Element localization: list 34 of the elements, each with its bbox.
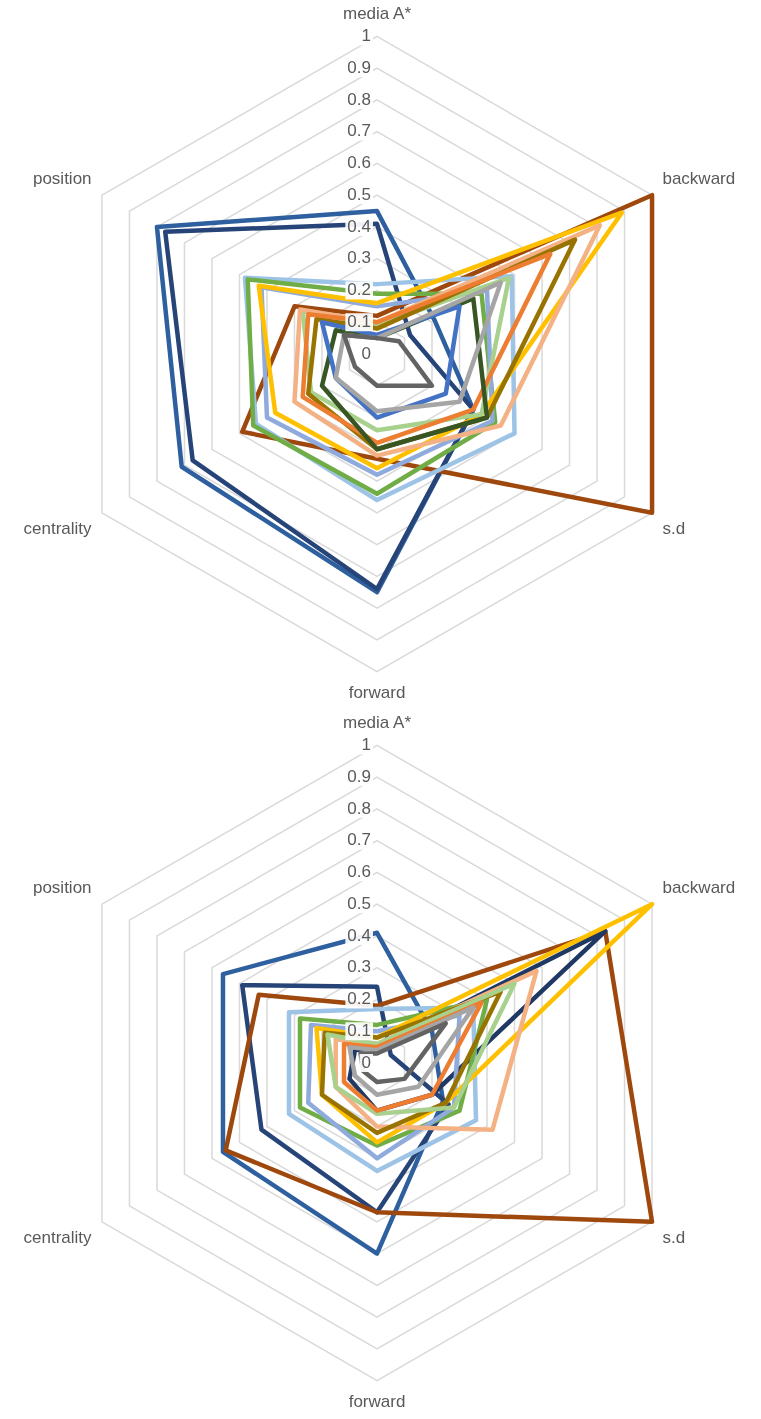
y-tick-label: 0	[361, 343, 371, 363]
y-tick-label: 0.1	[347, 311, 371, 331]
y-tick-label: 1	[361, 26, 371, 46]
y-tick-label: 0.4	[347, 925, 371, 945]
spoke-label: centrality	[23, 518, 93, 538]
spoke-label: s.d	[662, 518, 686, 538]
y-tick-label: 0.8	[347, 798, 371, 818]
y-tick-label: 0.9	[347, 766, 371, 786]
y-tick-label: 0	[361, 1052, 371, 1072]
spoke-label: forward	[348, 683, 406, 703]
y-tick-label: 0.5	[347, 184, 371, 204]
y-tick-label: 0.7	[347, 830, 371, 850]
y-tick-label: 0.4	[347, 216, 371, 236]
spoke-label: s.d	[662, 1227, 686, 1247]
y-tick-label: 0.7	[347, 121, 371, 141]
spoke-label: backward	[662, 168, 736, 188]
y-tick-label: 0.5	[347, 893, 371, 913]
y-tick-label: 0.9	[347, 57, 371, 77]
y-tick-label: 1	[361, 735, 371, 755]
spoke-label: position	[32, 168, 92, 188]
y-tick-label: 0.6	[347, 153, 371, 173]
spoke-label: centrality	[23, 1227, 93, 1247]
y-tick-label: 0.2	[347, 280, 371, 300]
spoke-label: forward	[348, 1392, 406, 1412]
y-tick-label: 0.2	[347, 989, 371, 1009]
y-tick-label: 0.8	[347, 89, 371, 109]
y-tick-label: 0.3	[347, 248, 371, 268]
spoke-label: media A*	[342, 712, 412, 732]
y-tick-label: 0.6	[347, 862, 371, 882]
spoke-label: media A*	[342, 3, 412, 23]
spoke-label: backward	[662, 877, 736, 897]
spoke-label: position	[32, 877, 92, 897]
y-tick-label: 0.3	[347, 957, 371, 977]
y-tick-label: 0.1	[347, 1020, 371, 1040]
